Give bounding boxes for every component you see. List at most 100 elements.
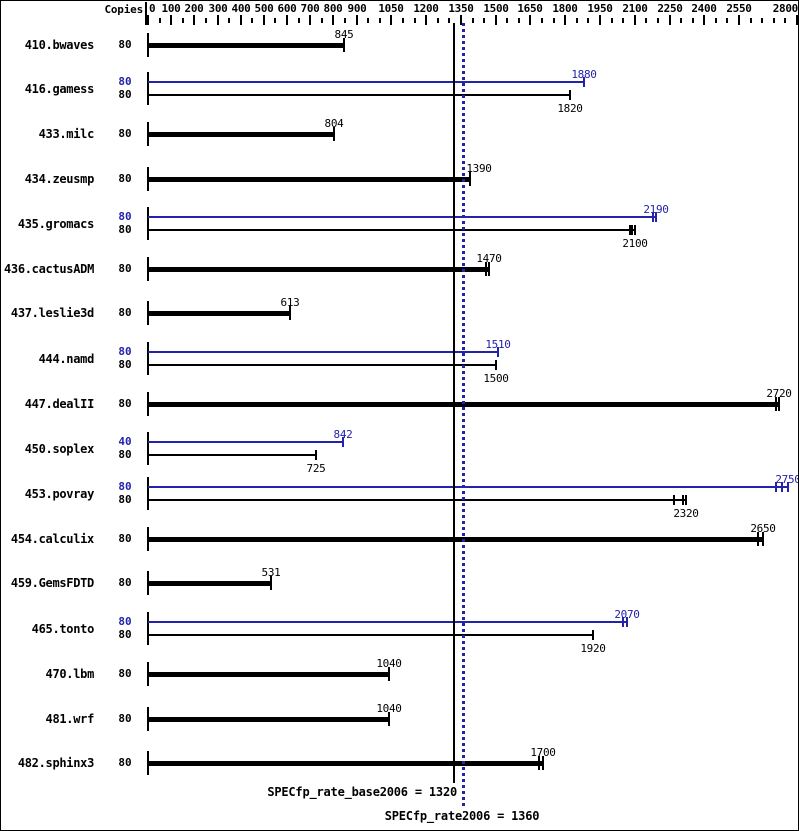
bar-base [148, 43, 344, 48]
value-label: 1920 [580, 642, 606, 655]
axis-tick-label: 400 [231, 2, 251, 15]
copies-label: 80 [118, 712, 132, 725]
benchmark-label: 416.gamess [24, 82, 95, 96]
axis-major-tick [425, 15, 427, 25]
run-tick [778, 397, 780, 411]
bar-base [148, 311, 290, 316]
axis-minor-tick [298, 18, 300, 23]
axis-minor-tick [379, 18, 381, 23]
axis-minor-tick [159, 18, 161, 23]
run-tick [538, 756, 540, 770]
bar-base [148, 132, 334, 137]
axis-major-tick [564, 15, 566, 25]
axis-tick-label: 1650 [517, 2, 543, 15]
axis-tick-label: 0 [149, 2, 156, 15]
run-tick [333, 127, 335, 141]
axis-minor-tick [622, 18, 624, 23]
axis-tick-label: 1950 [587, 2, 613, 15]
copies-label: 40 [118, 435, 132, 448]
axis-minor-tick [483, 18, 485, 23]
benchmark-label: 450.soplex [24, 442, 95, 456]
bar-base [148, 499, 686, 501]
benchmark-label: 447.dealII [24, 397, 95, 411]
bar-peak [148, 621, 627, 623]
run-tick [315, 450, 317, 460]
axis-major-tick [460, 15, 462, 25]
bar-peak [148, 441, 343, 443]
axis-major-tick [390, 15, 392, 25]
bar-base [148, 177, 470, 182]
run-tick [775, 482, 777, 492]
copies-label: 80 [118, 756, 132, 769]
axis-minor-tick [541, 18, 543, 23]
bar-base [148, 634, 593, 636]
axis-tick-label: 2100 [622, 2, 648, 15]
copies-label: 80 [118, 397, 132, 410]
axis-minor-tick [715, 18, 717, 23]
bar-peak [148, 81, 584, 83]
bar-base [148, 229, 635, 231]
axis-minor-tick [761, 18, 763, 23]
run-tick [622, 617, 624, 627]
copies-label: 80 [118, 306, 132, 319]
axis-tick-label: 1800 [552, 2, 578, 15]
copies-label: 80 [118, 127, 132, 140]
value-label: 1700 [530, 746, 556, 759]
run-tick [626, 617, 628, 627]
axis-major-tick [669, 15, 671, 25]
run-tick [629, 225, 631, 235]
value-label: 845 [334, 28, 354, 41]
run-tick [488, 262, 490, 276]
benchmark-label: 454.calculix [10, 532, 94, 546]
bar-start-cap [147, 207, 149, 240]
axis-minor-tick [773, 18, 775, 23]
copies-label: 80 [118, 358, 132, 371]
axis-tick-label: 2800 [772, 2, 798, 15]
axis-minor-tick [506, 18, 508, 23]
axis-major-tick [240, 15, 242, 25]
copies-label: 80 [118, 88, 132, 101]
axis-tick-label: 300 [208, 2, 228, 15]
axis-major-tick [170, 15, 172, 25]
axis-minor-tick [321, 18, 323, 23]
axis-minor-tick [437, 18, 439, 23]
axis-minor-tick [692, 18, 694, 23]
run-tick [787, 482, 789, 492]
value-label: 613 [280, 296, 300, 309]
run-tick [388, 712, 390, 726]
axis-minor-tick [274, 18, 276, 23]
benchmark-label: 437.leslie3d [10, 306, 94, 320]
run-tick [682, 495, 684, 505]
axis-minor-tick [448, 18, 450, 23]
run-tick [485, 262, 487, 276]
axis-major-tick [286, 15, 288, 25]
run-tick [342, 437, 344, 447]
value-label: 725 [306, 462, 326, 475]
run-tick [343, 38, 345, 52]
value-label: 1470 [476, 252, 502, 265]
value-label: 2320 [673, 507, 699, 520]
run-tick [685, 495, 687, 505]
copies-label: 80 [118, 223, 132, 236]
axis-minor-tick [657, 18, 659, 23]
run-tick [542, 756, 544, 770]
benchmark-label: 470.lbm [45, 667, 95, 681]
axis-major-tick [796, 15, 798, 25]
bar-peak [148, 351, 498, 353]
benchmark-label: 436.cactusADM [3, 262, 94, 276]
copies-label: 80 [118, 532, 132, 545]
bar-base [148, 267, 489, 272]
axis-minor-tick [414, 18, 416, 23]
bar-base [148, 761, 543, 766]
run-tick [634, 225, 636, 235]
value-label: 531 [261, 566, 281, 579]
axis-major-tick [634, 15, 636, 25]
run-tick [673, 495, 675, 505]
axis-minor-tick [750, 18, 752, 23]
value-label: 804 [324, 117, 344, 130]
bar-base [148, 537, 763, 542]
axis-minor-tick [402, 18, 404, 23]
bar-base [148, 364, 496, 366]
axis-tick-label: 1350 [448, 2, 474, 15]
